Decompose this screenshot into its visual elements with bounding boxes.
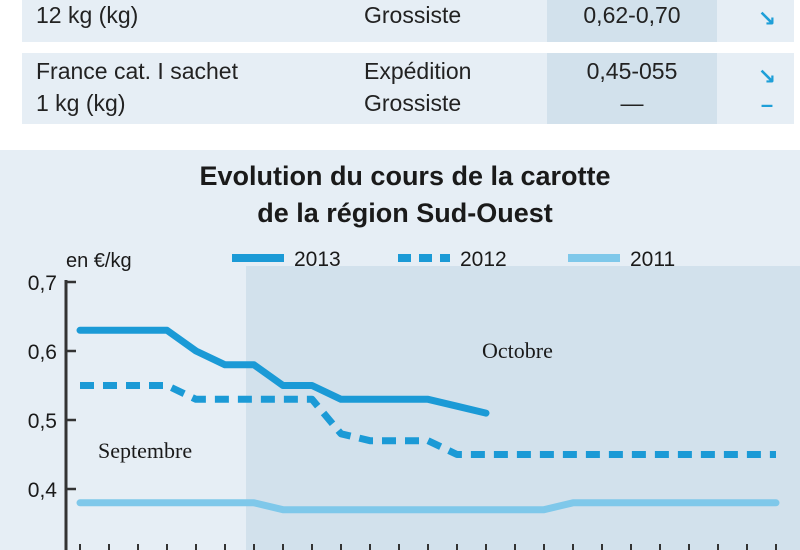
chart-title-line2: de la région Sud-Ouest [257, 198, 553, 228]
row2-price-line2: — [620, 90, 644, 116]
chart-title: Evolution du cours de la carotte de la r… [0, 158, 800, 232]
chart-title-line1: Evolution du cours de la carotte [199, 161, 611, 191]
row1-price: 0,62-0,70 [583, 2, 681, 28]
series-line-2011 [76, 499, 780, 514]
y-tick-label: 0,6 [28, 341, 57, 364]
legend-label: 2013 [294, 248, 341, 271]
legend-label: 2011 [630, 248, 675, 271]
trend-stable-icon: – [760, 92, 774, 117]
legend-label: 2012 [460, 248, 507, 271]
y-tick-label: 0,3 [28, 548, 57, 550]
y-tick-label: 0,5 [28, 410, 57, 433]
trend-down-icon: ↘ [757, 64, 777, 89]
series-line-2013 [76, 326, 490, 417]
row-separator [22, 42, 794, 53]
row2-price-line1: 0,45-055 [586, 58, 678, 84]
row2-product-line2: 1 kg (kg) [36, 90, 126, 116]
row1-product: 12 kg (kg) [36, 2, 139, 28]
trend-down-icon: ↘ [757, 6, 777, 31]
row2-stage-line2: Grossiste [364, 90, 462, 116]
y-axis-label: en €/kg [66, 250, 132, 272]
row2-product-line1: France cat. I sachet [36, 58, 238, 84]
y-tick-label: 0,4 [28, 479, 58, 502]
row2-stage-line1: Expédition [364, 58, 472, 84]
period-label-septembre: Septembre [98, 438, 192, 463]
price-column-highlight [547, 0, 717, 124]
period-label-octobre: Octobre [482, 338, 553, 363]
y-tick-label: 0,7 [28, 272, 57, 295]
series-line-2012 [80, 382, 776, 458]
row1-stage: Grossiste [364, 2, 462, 28]
